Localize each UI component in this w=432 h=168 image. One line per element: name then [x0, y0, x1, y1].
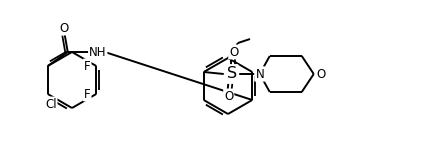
Text: N: N — [255, 68, 264, 80]
Text: Cl: Cl — [45, 97, 57, 111]
Text: O: O — [229, 46, 238, 58]
Text: S: S — [227, 67, 237, 81]
Text: O: O — [224, 90, 233, 102]
Text: F: F — [84, 88, 91, 100]
Text: O: O — [316, 68, 325, 80]
Text: F: F — [84, 59, 91, 73]
Text: NH: NH — [89, 46, 107, 58]
Text: O: O — [59, 22, 68, 34]
